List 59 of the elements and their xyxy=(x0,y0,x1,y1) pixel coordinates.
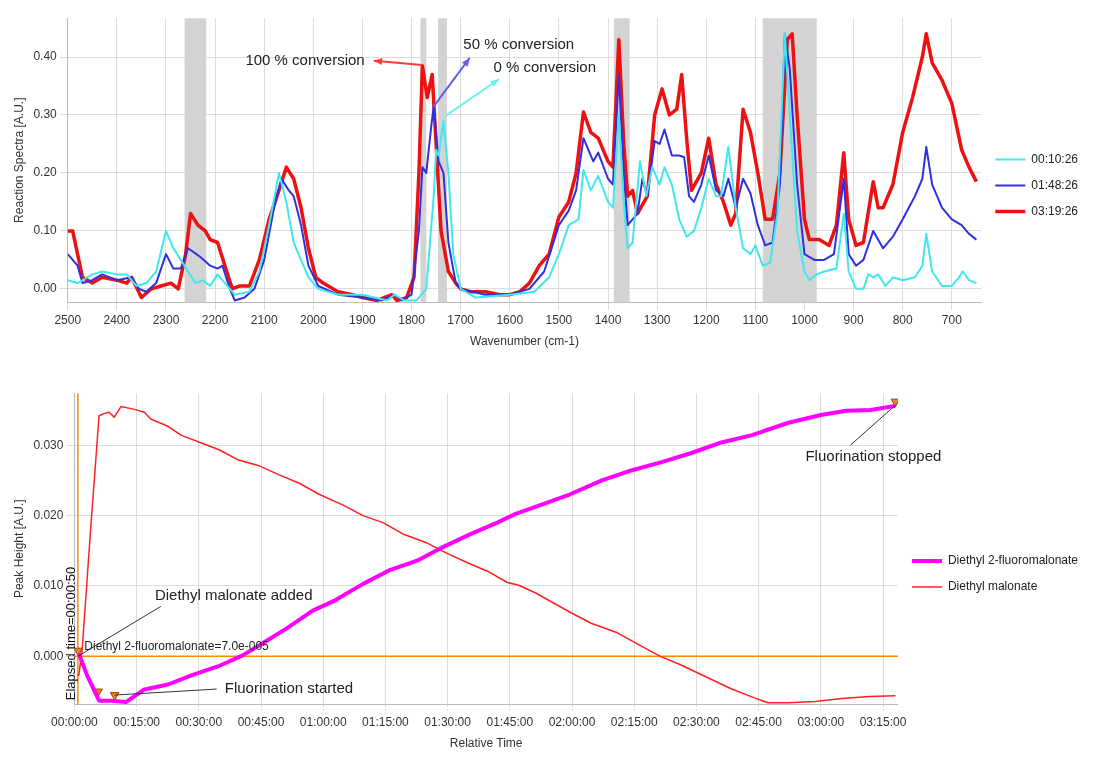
x-tick-label: 1100 xyxy=(742,312,769,327)
legend-label: 00:10:26 xyxy=(1031,151,1079,166)
x-tick-label: 01:15:00 xyxy=(362,714,410,729)
x-tick-label: 2400 xyxy=(103,312,131,327)
y-tick-label: 0.000 xyxy=(33,648,64,663)
x-tick-label: 2500 xyxy=(54,312,82,327)
x-tick-label: 2100 xyxy=(250,312,278,327)
x-tick-label: 02:00:00 xyxy=(548,714,596,729)
y-tick-label: 0.40 xyxy=(33,49,58,64)
x-tick-label: 01:30:00 xyxy=(424,714,472,729)
x-axis-title: Wavenumber (cm-1) xyxy=(470,334,579,349)
annotation: 50 % conversion xyxy=(463,35,575,53)
annotation: Fluorination started xyxy=(224,679,354,697)
x-tick-label: 03:15:00 xyxy=(859,714,907,729)
y-axis-title: Peak Height [A.U.] xyxy=(11,499,26,599)
x-tick-label: 01:45:00 xyxy=(486,714,534,729)
y-tick-label: 0.30 xyxy=(33,107,58,122)
y-tick-label: 0.00 xyxy=(33,281,58,296)
legend-label: 01:48:26 xyxy=(1031,177,1079,192)
legend-label: Diethyl malonate xyxy=(947,579,1038,594)
x-tick-label: 1700 xyxy=(447,312,475,327)
point xyxy=(890,398,898,408)
x-tick-label: 02:15:00 xyxy=(610,714,658,729)
x-tick-label: 00:00:00 xyxy=(51,714,99,729)
x-tick-label: 1900 xyxy=(349,312,377,327)
x-tick-label: 01:00:00 xyxy=(299,714,347,729)
x-tick-label: 1400 xyxy=(594,312,622,327)
x-tick-label: 2300 xyxy=(152,312,180,327)
y-tick-label: 0.20 xyxy=(33,165,58,180)
x-tick-label: 1200 xyxy=(692,312,720,327)
x-tick-label: 1500 xyxy=(545,312,573,327)
y-tick-label: 0.020 xyxy=(33,507,64,522)
annotation: Diethyl malonate added xyxy=(154,586,313,604)
x-tick-label: 700 xyxy=(941,312,963,327)
x-axis-title: Relative Time xyxy=(449,736,523,751)
x-tick-label: 2000 xyxy=(299,312,327,327)
y-tick-label: 0.030 xyxy=(33,437,64,452)
y-tick-label: 0.010 xyxy=(33,578,64,593)
x-tick-label: 1800 xyxy=(398,312,426,327)
y-tick-label: 0.10 xyxy=(33,223,58,238)
x-tick-label: 1600 xyxy=(496,312,524,327)
y-axis-title: Reaction Spectra [A.U.] xyxy=(11,97,26,223)
legend-label: Diethyl 2-fluoromalonate xyxy=(947,553,1079,568)
x-tick-label: 2200 xyxy=(201,312,229,327)
x-tick-label: 00:15:00 xyxy=(113,714,161,729)
annotation: 100 % conversion xyxy=(245,50,365,68)
x-tick-label: 00:45:00 xyxy=(237,714,285,729)
x-tick-label: 02:45:00 xyxy=(735,714,783,729)
annotation: 0 % conversion xyxy=(493,58,597,76)
x-tick-label: 800 xyxy=(892,312,914,327)
x-tick-label: 1300 xyxy=(643,312,671,327)
annotation: Fluorination stopped xyxy=(805,447,942,465)
x-tick-label: 900 xyxy=(843,312,864,327)
x-tick-label: 03:00:00 xyxy=(797,714,845,729)
x-tick-label: 1000 xyxy=(791,312,819,327)
x-tick-label: 02:30:00 xyxy=(673,714,721,729)
ref-line-label: Elapsed time=00:00:50 xyxy=(62,566,78,701)
x-tick-label: 00:30:00 xyxy=(175,714,223,729)
legend-label: 03:19:26 xyxy=(1031,203,1079,218)
